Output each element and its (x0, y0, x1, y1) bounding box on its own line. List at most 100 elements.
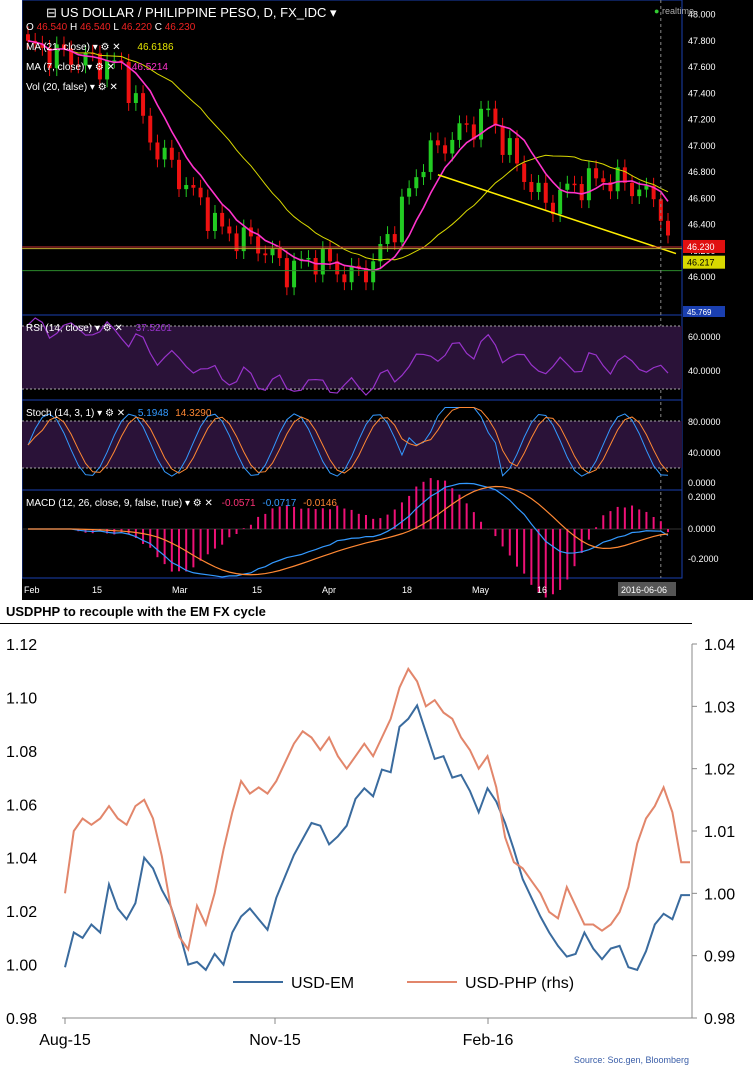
candle-body (112, 60, 117, 62)
ma7-line (27, 40, 669, 272)
candle-body (349, 265, 354, 283)
low-price-tag-label: 45.769 (687, 308, 712, 317)
candle-body (284, 258, 289, 288)
candle-body (191, 185, 196, 188)
time-tick-label: 16 (537, 585, 547, 595)
time-tick-label: 15 (92, 585, 102, 595)
candle-body (306, 257, 311, 260)
macd-signal-line (28, 485, 669, 576)
candle-body (292, 260, 297, 288)
candle-body (443, 145, 448, 154)
time-tick-label: Feb (24, 585, 40, 595)
right-tick-label: 0.98 (704, 1011, 735, 1028)
close-value: 46.230 (164, 22, 196, 33)
rsi-legend[interactable]: RSI (14, close) ▾ ⚙ ✕ 37.5201 (26, 323, 172, 334)
source-note: Source: Soc.gen, Bloomberg (573, 1055, 689, 1065)
price-tick-label: 47.000 (688, 141, 716, 151)
candle-body (666, 220, 670, 236)
candle-body (155, 142, 160, 160)
candle-body (464, 123, 469, 125)
price-tick-label: 47.600 (688, 62, 716, 72)
price-tick-label: 46.000 (688, 272, 716, 282)
line-chart: 0.98 1.00 1.02 1.04 1.06 1.08 1.10 1.12 0.98 0.99… (6, 637, 735, 1049)
candle-body (550, 202, 555, 215)
date-tag-label: 2016-06-06 (621, 585, 667, 595)
candle-body (392, 234, 397, 243)
candle-body (83, 52, 88, 66)
candle-body (594, 168, 599, 179)
candle-body (565, 183, 570, 190)
candle-body (256, 236, 261, 254)
candle-body (522, 163, 527, 182)
candle-body (263, 253, 268, 256)
x-tick-label: Feb-16 (463, 1032, 514, 1049)
ma7-legend[interactable]: MA (7, close) ▾ ⚙ ✕ 46.5214 (26, 62, 168, 73)
macd-hist-value: -0.0146 (303, 498, 337, 509)
candle-body (601, 178, 606, 183)
em-fx-chart-panel: USDPHP to recouple with the EM FX cycle … (0, 600, 753, 1071)
vol-legend[interactable]: Vol (20, false) ▾ ⚙ ✕ (26, 82, 118, 93)
candle-body (493, 108, 498, 126)
candle-body (421, 171, 426, 178)
left-tick-label: 1.10 (6, 690, 37, 707)
time-tick-label: May (472, 585, 490, 595)
candle-body (234, 233, 239, 252)
rsi-tick-label: 40.0000 (688, 366, 721, 376)
candle-body (608, 182, 613, 192)
candle-body (457, 123, 462, 140)
candle-body (342, 274, 347, 283)
left-tick-label: 1.02 (6, 904, 37, 921)
low-value: 46.220 (121, 22, 152, 33)
stoch-k-line (27, 407, 669, 477)
ma21-price-tag (683, 255, 725, 269)
stoch-d-value: 14.3290 (175, 408, 212, 419)
candle-body (212, 212, 217, 231)
candle-body (572, 183, 577, 186)
candle-body (651, 185, 656, 200)
low-price-tag (683, 306, 725, 317)
collapse-icon[interactable]: ⊟ (46, 5, 57, 20)
chevron-down-icon[interactable]: ▾ (330, 5, 337, 20)
price-tick-label: 47.200 (688, 115, 716, 125)
rsi-tick-label: 60.0000 (688, 332, 721, 342)
chart-title: USDPHP to recouple with the EM FX cycle (6, 604, 266, 619)
candle-body (227, 226, 232, 234)
status-dot-icon: ● (654, 6, 660, 16)
macd-legend[interactable]: MACD (12, 26, close, 9, false, true) ▾ ⚙… (26, 498, 337, 509)
close-price-tag-label: 46.230 (687, 242, 715, 252)
candle-body (378, 244, 383, 262)
candle-body (313, 257, 318, 275)
stoch-tick-label: 40.0000 (688, 448, 721, 458)
candle-body (586, 168, 591, 201)
right-tick-label: 1.03 (704, 699, 735, 716)
candle-body (450, 139, 455, 154)
stoch-legend[interactable]: Stoch (14, 3, 1) ▾ ⚙ ✕ 5.1948 14.3290 (26, 408, 212, 419)
left-tick-label: 1.00 (6, 958, 37, 975)
high-value: 46.540 (79, 22, 111, 33)
macd-line (28, 482, 669, 578)
candle-body (399, 196, 404, 243)
candle-body (320, 249, 325, 275)
macd-signal-value: -0.0717 (262, 498, 297, 509)
candle-body (148, 115, 153, 143)
ma7-value: 46.5214 (131, 62, 168, 73)
ma21-legend[interactable]: MA (21, close) ▾ ⚙ ✕ 46.6186 (26, 42, 174, 53)
symbol-header[interactable]: ⊟ US DOLLAR / PHILIPPINE PESO, D, FX_IDC… (46, 5, 337, 21)
candle-body (119, 60, 124, 62)
ma21-line (27, 40, 669, 261)
candle-body (61, 44, 66, 49)
macd-value: -0.0571 (221, 498, 256, 509)
candle-body (277, 248, 282, 259)
candle-body (615, 167, 620, 192)
price-tick-label: 46.600 (688, 193, 716, 203)
price-tick-label: 46.800 (688, 167, 716, 177)
rsi-line (27, 317, 669, 396)
stoch-tick-label: 0.0000 (688, 478, 716, 488)
time-tick-label: 18 (402, 585, 412, 595)
candle-body (54, 44, 59, 69)
candle-body (220, 212, 225, 227)
candle-body (579, 184, 584, 201)
candle-body (486, 108, 491, 111)
candle-body (471, 124, 476, 140)
macd-tick-label: 0.0000 (688, 524, 716, 534)
